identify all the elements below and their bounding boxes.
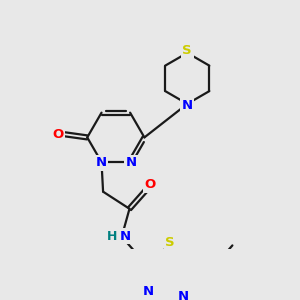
Text: S: S — [182, 44, 192, 57]
Text: N: N — [95, 156, 106, 169]
Text: N: N — [178, 290, 189, 300]
Text: N: N — [120, 230, 131, 243]
Text: H: H — [106, 230, 117, 243]
Text: N: N — [182, 99, 193, 112]
Text: N: N — [125, 156, 136, 169]
Text: O: O — [52, 128, 64, 141]
Text: O: O — [144, 178, 155, 191]
Text: S: S — [165, 236, 175, 248]
Text: N: N — [143, 285, 154, 298]
